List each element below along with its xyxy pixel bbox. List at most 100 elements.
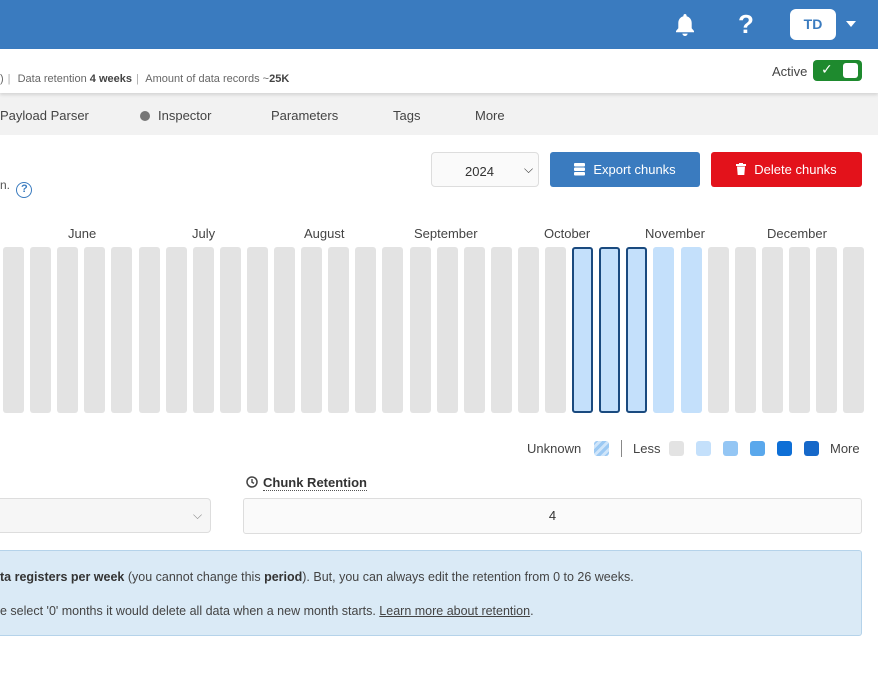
info-bold-1: ta registers per week bbox=[0, 570, 125, 584]
tab-tags[interactable]: Tags bbox=[393, 108, 421, 123]
learn-more-retention-link[interactable]: Learn more about retention bbox=[379, 604, 531, 618]
year-select[interactable]: 2024 ⌵ bbox=[431, 152, 539, 187]
week-chunk-cell[interactable] bbox=[410, 247, 431, 413]
week-chunk-cell[interactable] bbox=[762, 247, 783, 413]
week-chunk-cell[interactable] bbox=[735, 247, 756, 413]
month-label-june: June bbox=[68, 226, 97, 241]
export-chunks-button[interactable]: Export chunks bbox=[550, 152, 700, 187]
legend-swatch-2 bbox=[696, 441, 711, 456]
tab-bar: Payload Parser Inspector Parameters Tags… bbox=[0, 93, 878, 135]
info-bold-2: period bbox=[264, 570, 303, 584]
chunks-help-text: n. ? bbox=[0, 178, 33, 198]
meta-prefix: ) bbox=[0, 73, 4, 85]
week-chunk-cell[interactable] bbox=[328, 247, 349, 413]
database-icon bbox=[574, 163, 586, 176]
retention-period-select[interactable]: ⌵ bbox=[0, 498, 211, 533]
legend-unknown-swatch bbox=[594, 441, 609, 456]
month-label-october: October bbox=[544, 226, 591, 241]
help-fragment: n. bbox=[0, 178, 11, 192]
export-chunks-label: Export chunks bbox=[593, 162, 676, 177]
trash-icon bbox=[736, 163, 747, 175]
chevron-down-icon: ⌵ bbox=[524, 162, 534, 176]
retention-value: 4 weeks bbox=[89, 73, 132, 85]
top-navbar: ? TD bbox=[0, 0, 878, 49]
week-chunk-cell[interactable] bbox=[166, 247, 187, 413]
legend-more-label: More bbox=[830, 441, 860, 456]
week-chunk-cell[interactable] bbox=[572, 247, 593, 413]
month-label-september: September bbox=[414, 226, 478, 241]
month-label-august: August bbox=[304, 226, 345, 241]
delete-chunks-label: Delete chunks bbox=[754, 162, 837, 177]
week-chunk-cell[interactable] bbox=[545, 247, 566, 413]
week-chunk-cell[interactable] bbox=[301, 247, 322, 413]
week-chunk-cell[interactable] bbox=[491, 247, 512, 413]
chunk-retention-text[interactable]: Chunk Retention bbox=[263, 475, 367, 491]
tab-more[interactable]: More bbox=[475, 108, 505, 123]
week-chunk-cell[interactable] bbox=[247, 247, 268, 413]
week-chunk-cell[interactable] bbox=[111, 247, 132, 413]
week-chunk-cell[interactable] bbox=[274, 247, 295, 413]
legend-swatch-6 bbox=[804, 441, 819, 456]
week-chunk-cell[interactable] bbox=[599, 247, 620, 413]
week-chunk-cell[interactable] bbox=[30, 247, 51, 413]
week-chunk-cell[interactable] bbox=[3, 247, 24, 413]
month-label-july: July bbox=[192, 226, 216, 241]
week-chunk-cell[interactable] bbox=[193, 247, 214, 413]
info-end: . bbox=[530, 604, 534, 618]
retention-label: Data retention bbox=[17, 73, 87, 85]
week-chunk-cell[interactable] bbox=[57, 247, 78, 413]
chunk-retention-label: Chunk Retention bbox=[246, 475, 367, 491]
legend-swatch-4 bbox=[750, 441, 765, 456]
week-chunk-cell[interactable] bbox=[518, 247, 539, 413]
active-label: Active bbox=[772, 64, 808, 79]
tab-payload-parser[interactable]: Payload Parser bbox=[0, 108, 89, 123]
legend-unknown-label: Unknown bbox=[527, 441, 582, 456]
chunk-retention-input[interactable]: 4 bbox=[243, 498, 862, 534]
status-dot-icon bbox=[140, 111, 150, 121]
tab-inspector-label: Inspector bbox=[158, 108, 212, 123]
week-chunk-cell[interactable] bbox=[464, 247, 485, 413]
info-text-2: ). But, you can always edit the retentio… bbox=[302, 570, 634, 584]
month-label-december: December bbox=[767, 226, 827, 241]
clock-icon bbox=[246, 476, 258, 488]
active-toggle[interactable]: ✓ bbox=[813, 60, 862, 81]
user-avatar[interactable]: TD bbox=[790, 9, 836, 40]
month-label-november: November bbox=[645, 226, 705, 241]
year-value: 2024 bbox=[465, 164, 494, 179]
question-circle-icon[interactable]: ? bbox=[16, 182, 33, 198]
week-chunk-cell[interactable] bbox=[84, 247, 105, 413]
week-chunk-cell[interactable] bbox=[708, 247, 729, 413]
delete-chunks-button[interactable]: Delete chunks bbox=[711, 152, 862, 187]
records-value: 25K bbox=[269, 73, 290, 85]
week-chunk-cell[interactable] bbox=[437, 247, 458, 413]
legend-swatch-1 bbox=[669, 441, 684, 456]
legend-swatch-3 bbox=[723, 441, 738, 456]
legend-less-label: Less bbox=[633, 441, 661, 456]
tab-parameters[interactable]: Parameters bbox=[271, 108, 339, 123]
week-chunk-cell[interactable] bbox=[789, 247, 810, 413]
week-chunk-cell[interactable] bbox=[220, 247, 241, 413]
info-line-2: e select '0' months it would delete all … bbox=[0, 604, 534, 618]
help-icon[interactable]: ? bbox=[738, 9, 754, 39]
week-chunk-cell[interactable] bbox=[653, 247, 674, 413]
week-chunk-cell[interactable] bbox=[139, 247, 160, 413]
records-label: Amount of data records ~ bbox=[145, 73, 270, 85]
week-chunk-cell[interactable] bbox=[355, 247, 376, 413]
legend-divider bbox=[621, 440, 622, 457]
week-chunk-cell[interactable] bbox=[843, 247, 864, 413]
tab-inspector[interactable]: Inspector bbox=[140, 108, 211, 123]
retention-info-box: ta registers per week (you cannot change… bbox=[0, 550, 862, 636]
bell-icon[interactable] bbox=[673, 12, 697, 38]
info-text-3: e select '0' months it would delete all … bbox=[0, 604, 380, 618]
info-line-1: ta registers per week (you cannot change… bbox=[0, 570, 634, 584]
legend-swatch-5 bbox=[777, 441, 792, 456]
toggle-knob bbox=[843, 63, 858, 78]
week-chunk-cell[interactable] bbox=[681, 247, 702, 413]
device-meta: ) | Data retention 4 weeks | Amount of dat… bbox=[0, 73, 290, 85]
device-info-bar: ) | Data retention 4 weeks | Amount of dat… bbox=[0, 49, 878, 93]
week-chunk-cell[interactable] bbox=[816, 247, 837, 413]
check-icon: ✓ bbox=[821, 61, 833, 77]
week-chunk-cell[interactable] bbox=[626, 247, 647, 413]
chevron-down-icon[interactable] bbox=[846, 21, 856, 27]
week-chunk-cell[interactable] bbox=[382, 247, 403, 413]
